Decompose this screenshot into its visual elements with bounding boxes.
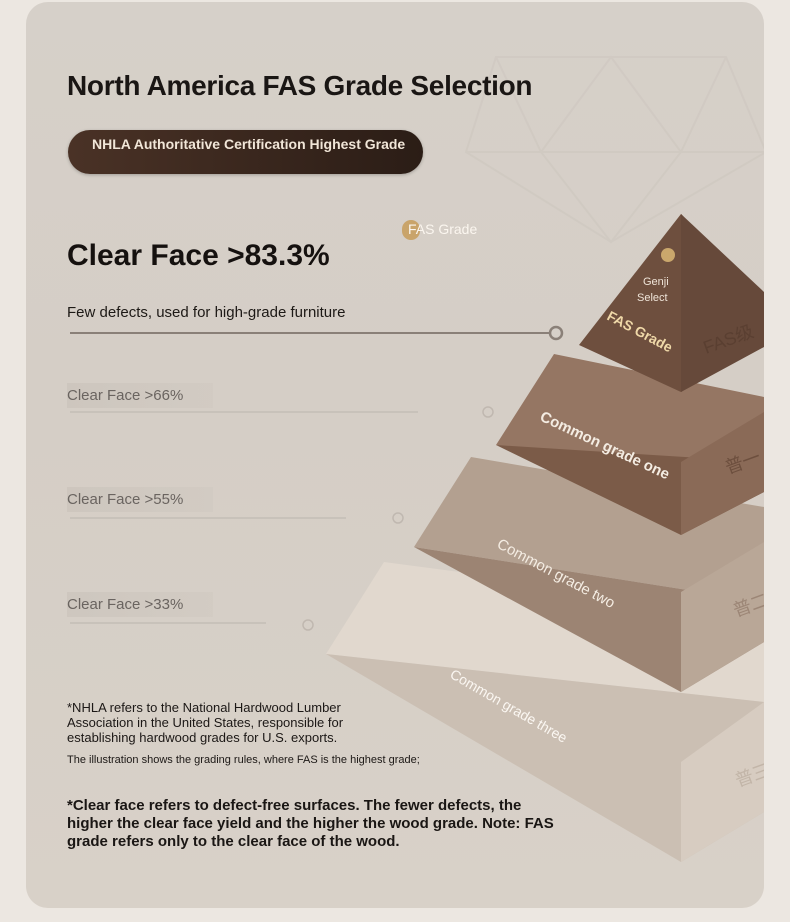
- headline-description: Few defects, used for high-grade furnitu…: [67, 304, 346, 321]
- nhla-note: *NHLA refers to the National Hardwood Lu…: [67, 700, 344, 745]
- marker-fas: [548, 325, 564, 341]
- fas-grade-tag-text: FAS Grade: [408, 221, 478, 237]
- info-card: Genji Select FAS Grade FAS级 Common grade…: [26, 2, 764, 908]
- level-grade-two: Clear Face >55%: [67, 487, 214, 512]
- clear-face-note: *Clear face refers to defect-free surfac…: [67, 797, 554, 850]
- level-grade-three: Clear Face >33%: [67, 592, 214, 617]
- guide-lines: [70, 325, 564, 631]
- marker-grade-one: [482, 406, 494, 418]
- marker-grade-two: [392, 512, 404, 524]
- fas-grade-tag: FAS Grade: [402, 219, 477, 241]
- certification-badge-text: NHLA Authoritative Certification Highest…: [92, 136, 406, 152]
- seal-text-line2: Select: [637, 292, 668, 304]
- level-grade-one: Clear Face >66%: [67, 383, 214, 408]
- illustration-note: The illustration shows the grading rules…: [67, 754, 420, 766]
- headline-clear-face: Clear Face >83.3%: [67, 239, 330, 272]
- seal-text-line1: Genji: [643, 276, 669, 288]
- pyramid-tier-one: [496, 354, 764, 535]
- marker-grade-three: [302, 619, 314, 631]
- background-diamond-icon: [464, 55, 764, 244]
- certification-badge: NHLA Authoritative Certification Highest…: [68, 130, 423, 174]
- pyramid-top-fas: [579, 214, 764, 392]
- seal-icon: [661, 248, 675, 262]
- pyramid-illustration: Genji Select FAS Grade FAS级 Common grade…: [70, 55, 764, 862]
- page-title: North America FAS Grade Selection: [67, 70, 533, 101]
- fas-tag-dot-icon: [402, 220, 420, 240]
